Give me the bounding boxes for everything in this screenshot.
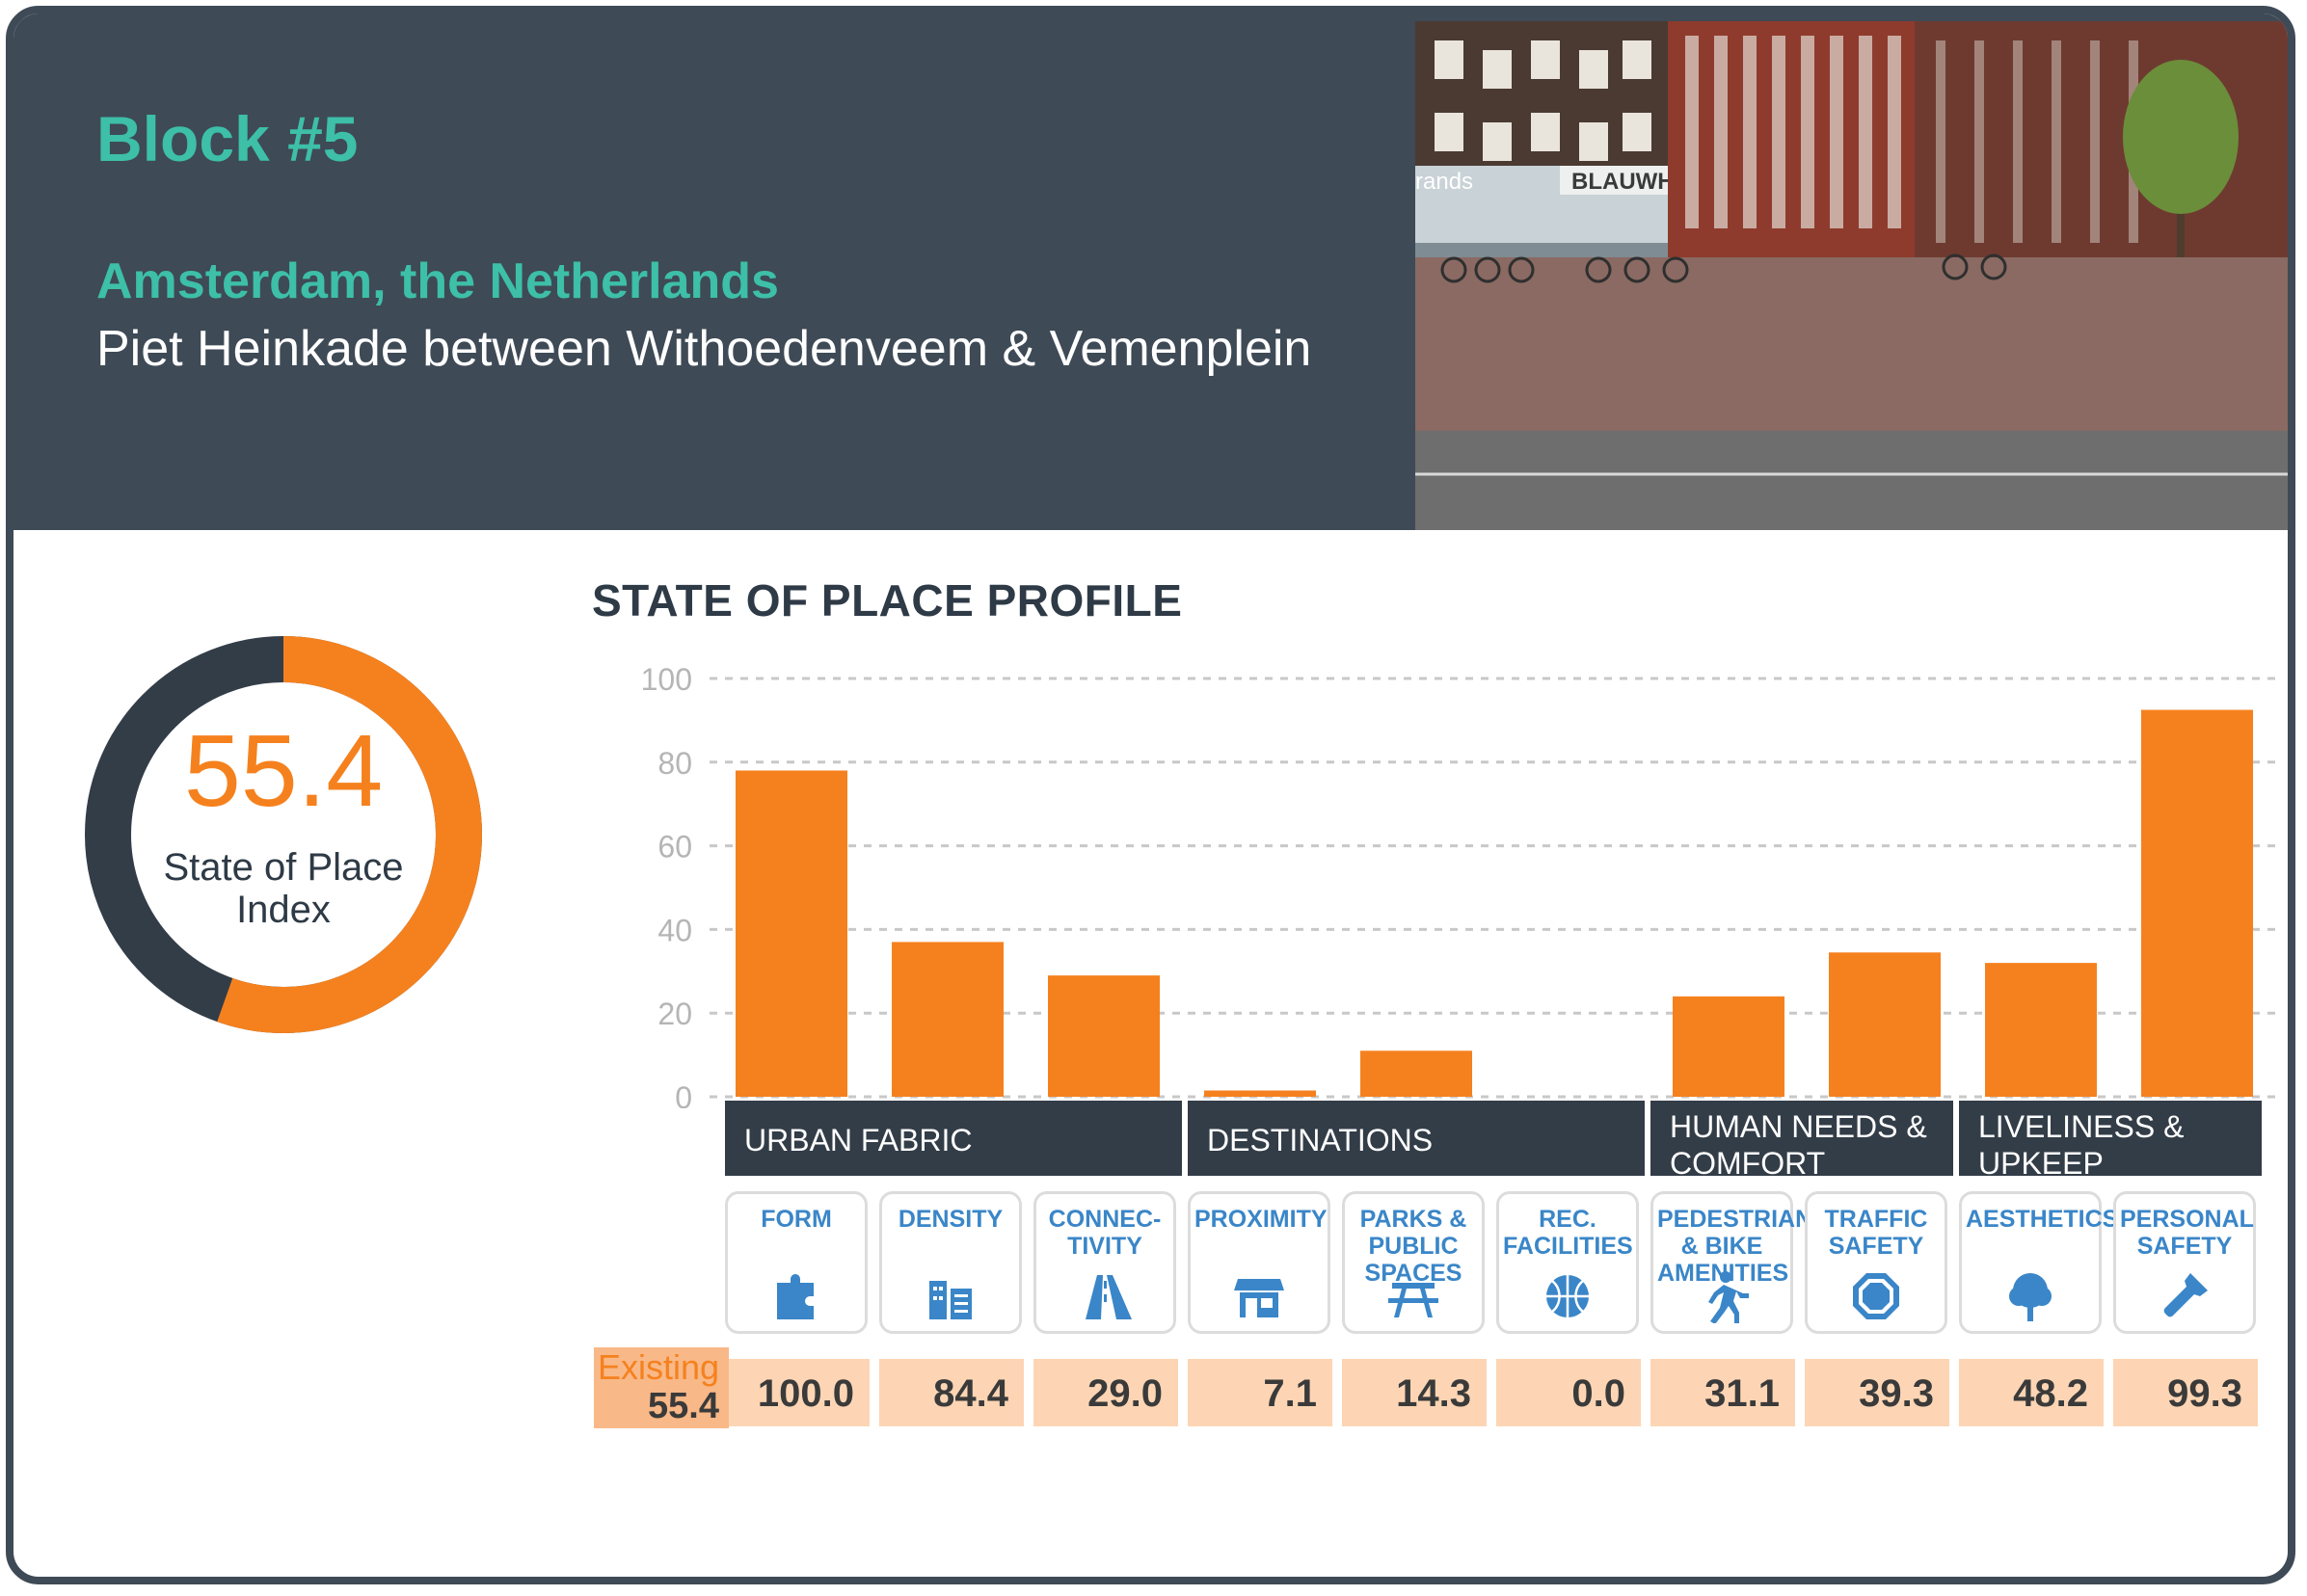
metric-tile-label: CONNEC- TIVITY — [1036, 1206, 1173, 1260]
metric-tile-label-line: PARKS & — [1359, 1206, 1467, 1233]
metric-tile-label-line: & BIKE — [1680, 1233, 1763, 1260]
pedestrian-icon — [1695, 1269, 1749, 1326]
road-icon — [1078, 1269, 1132, 1323]
metric-tile: FORM — [725, 1191, 868, 1334]
metric-tile-label-line: CONNEC- — [1048, 1206, 1162, 1233]
metric-tile: PERSONAL SAFETY — [2113, 1191, 2256, 1334]
metric-value: 0.0 — [1496, 1359, 1641, 1426]
basketball-icon — [1541, 1269, 1595, 1323]
city-label: Amsterdam, the Netherlands — [96, 253, 779, 309]
index-gauge — [85, 636, 482, 1033]
metric-tile-label: REC. FACILITIES — [1499, 1206, 1636, 1260]
metric-tile: REC. FACILITIES — [1496, 1191, 1639, 1334]
bar-3 — [1048, 975, 1160, 1097]
block-title: Block #5 — [96, 103, 359, 174]
category-band-2: DESTINATIONS — [1188, 1101, 1645, 1176]
picnic-table-icon — [1386, 1269, 1440, 1323]
metric-tile-label-line: SAFETY — [2136, 1233, 2233, 1260]
metric-tile-label: DENSITY — [882, 1206, 1019, 1233]
metric-tile-label-line: SPACES — [1364, 1260, 1462, 1287]
gauge-fill — [85, 636, 482, 1033]
metric-tile-label: PARKS & PUBLIC SPACES — [1345, 1206, 1482, 1287]
metric-tile-label: AESTHETICS — [1962, 1206, 2119, 1233]
y-tick-label: 80 — [657, 746, 692, 781]
metric-tile-label-line: PERSONAL — [2120, 1206, 2254, 1233]
metric-tile-label: PROXIMITY — [1191, 1206, 1328, 1233]
metric-value: 100.0 — [725, 1359, 870, 1426]
bar-7 — [1673, 996, 1784, 1097]
index-label-line2: Index — [236, 889, 331, 931]
puzzle-icon — [769, 1269, 823, 1323]
street-label: Piet Heinkade between Withoedenveem & Ve… — [96, 321, 1312, 377]
report-card: Block #5 Amsterdam, the Netherlands Piet… — [6, 6, 2295, 1584]
metric-tile: DENSITY — [879, 1191, 1022, 1334]
metric-tile: AESTHETICS — [1959, 1191, 2119, 1334]
flashlight-icon — [2158, 1269, 2212, 1323]
metric-value: 14.3 — [1342, 1359, 1487, 1426]
metric-tile-label-line: PROXIMITY — [1194, 1206, 1328, 1233]
existing-label: Existing — [598, 1347, 720, 1387]
bar-8 — [1829, 952, 1941, 1097]
street-photo: rands BLAUWHOED — [1415, 21, 2288, 530]
buildings-icon — [924, 1269, 978, 1323]
bar-4 — [1204, 1090, 1316, 1097]
index-label-line1: State of Place — [163, 846, 404, 889]
metric-tile-label-line: SAFETY — [1828, 1233, 1924, 1260]
metric-tile-label: PEDESTRIAN& BIKEAMENITIES — [1653, 1206, 1813, 1287]
metric-tile-label-line: FORM — [761, 1206, 832, 1233]
header-band: Block #5 Amsterdam, the Netherlands Piet… — [13, 13, 2288, 530]
metric-tile-label-line: PEDESTRIAN — [1657, 1206, 1813, 1233]
metric-value: 29.0 — [1033, 1359, 1178, 1426]
metric-tile-label-line: FACILITIES — [1503, 1233, 1633, 1260]
metric-tile-label-line: DENSITY — [898, 1206, 1004, 1233]
index-label: State of Place Index — [79, 846, 488, 931]
bar-5 — [1360, 1051, 1472, 1097]
metric-value: 48.2 — [1959, 1359, 2104, 1426]
metric-tile-label-line: TRAFFIC — [1824, 1206, 1928, 1233]
chart-title: STATE OF PLACE PROFILE — [592, 575, 1183, 625]
metric-tile-label-line: PUBLIC — [1368, 1233, 1459, 1260]
metric-tile-label-line: REC. — [1539, 1206, 1596, 1233]
metric-tile: TRAFFIC SAFETY — [1805, 1191, 1947, 1334]
metric-tile-label: FORM — [728, 1206, 865, 1233]
metric-value: 99.3 — [2113, 1359, 2258, 1426]
y-tick-label: 100 — [641, 662, 692, 697]
stop-sign-icon — [1849, 1269, 1903, 1323]
metric-tile: CONNEC- TIVITY — [1033, 1191, 1176, 1334]
bar-9 — [1985, 963, 2097, 1097]
metric-tile: PROXIMITY — [1188, 1191, 1330, 1334]
storefront-icon — [1232, 1269, 1286, 1323]
index-value: 55.4 — [183, 714, 384, 828]
category-band-4: LIVELINESS & UPKEEP — [1959, 1101, 2262, 1181]
metric-tile-label-line: AESTHETICS — [1966, 1206, 2119, 1233]
category-band-1: URBAN FABRIC — [725, 1101, 1182, 1176]
y-tick-label: 20 — [657, 997, 692, 1031]
metric-tile: PEDESTRIAN& BIKEAMENITIES — [1650, 1191, 1813, 1334]
metric-tile-label-line: TIVITY — [1067, 1233, 1142, 1260]
metric-value: 7.1 — [1188, 1359, 1332, 1426]
profile-bar-chart: 100 80 60 40 20 0 — [641, 662, 2275, 1108]
metric-value: 39.3 — [1805, 1359, 1949, 1426]
existing-box — [594, 1347, 729, 1428]
metric-tile: PARKS & PUBLIC SPACES — [1342, 1191, 1485, 1334]
category-band-3: HUMAN NEEDS & COMFORT — [1650, 1101, 1953, 1181]
metric-value: 31.1 — [1650, 1359, 1795, 1426]
bar-10 — [2141, 709, 2253, 1097]
metric-tile-label: PERSONAL SAFETY — [2116, 1206, 2254, 1260]
y-tick-label: 60 — [657, 830, 692, 864]
metric-value: 84.4 — [879, 1359, 1024, 1426]
existing-value: 55.4 — [648, 1386, 719, 1426]
bar-1 — [736, 770, 847, 1097]
tree-icon — [2003, 1269, 2057, 1323]
y-tick-label: 40 — [657, 913, 692, 947]
photo-sign-left: rands — [1415, 169, 1473, 195]
street-photo-illustration: rands BLAUWHOED — [1415, 21, 2288, 530]
metric-tile-label: TRAFFIC SAFETY — [1808, 1206, 1945, 1260]
y-tick-label: 0 — [675, 1080, 692, 1108]
bar-2 — [892, 942, 1004, 1097]
